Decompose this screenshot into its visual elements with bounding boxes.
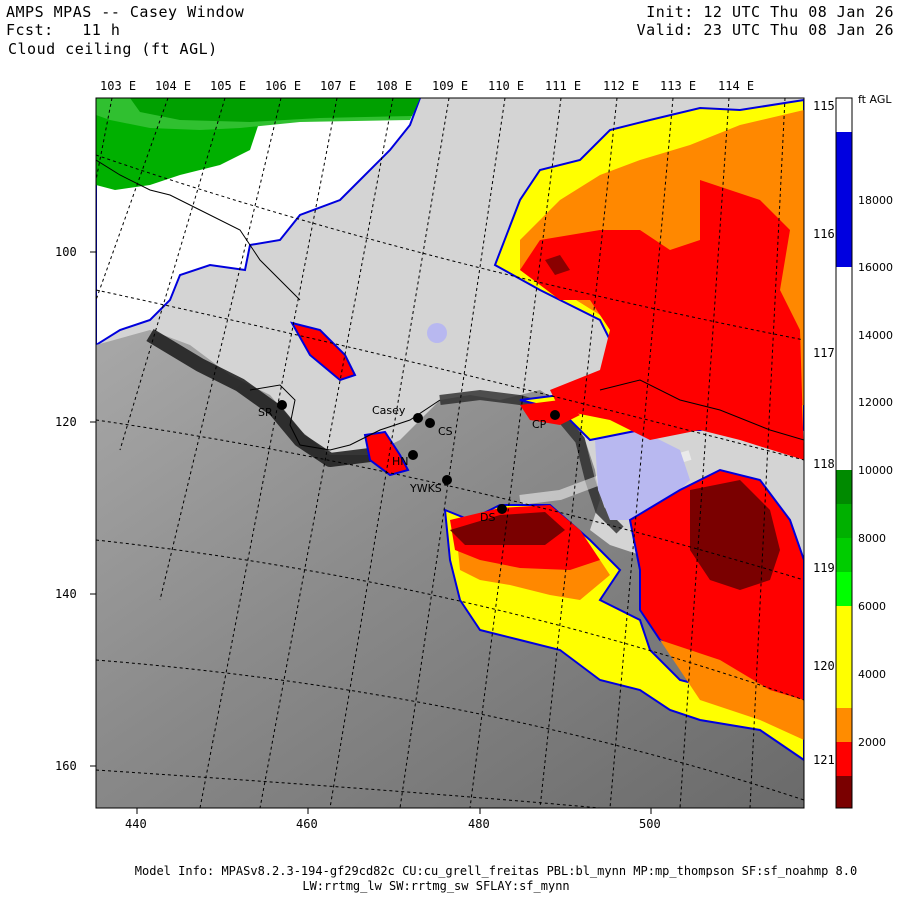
stations: SR Casey CS HN YWKS DS CP (258, 400, 560, 524)
lon-label: 113 E (660, 79, 696, 93)
lon-label: 108 E (376, 79, 412, 93)
y-axis: 100 120 140 160 (55, 245, 96, 773)
station-label: CP (532, 418, 547, 431)
colorbar-label: 16000 (858, 261, 893, 274)
colorbar-label: 18000 (858, 194, 893, 207)
x-tick-label: 440 (125, 817, 147, 831)
lon-label: 103 E (100, 79, 136, 93)
colorbar: ft AGL 18000 16000 14000 12000 10000 800… (835, 93, 893, 809)
red-region-ne (520, 180, 804, 460)
lon-label: 106 E (265, 79, 301, 93)
colorbar-label: 14000 (858, 329, 893, 342)
map-plot-area (96, 98, 804, 808)
y-tick-label: 140 (55, 587, 77, 601)
lon-label: 107 E (320, 79, 356, 93)
station-label: Casey (372, 404, 406, 417)
title: AMPS MPAS -- Casey Window (6, 3, 245, 21)
station-marker (550, 410, 560, 420)
station-label: CS (438, 425, 453, 438)
field-name: Cloud ceiling (ft AGL) (8, 40, 218, 58)
station-label: HN (392, 455, 409, 468)
station-marker (497, 504, 507, 514)
colorbar-unit: ft AGL (858, 93, 892, 106)
lon-label: 110 E (488, 79, 524, 93)
darkred-region-s (450, 512, 565, 545)
colorbar-label: 2000 (858, 736, 886, 749)
lon-label: 112 E (603, 79, 639, 93)
station-label: DS (480, 511, 495, 524)
station-label: SR (258, 406, 273, 419)
station-marker (413, 413, 423, 423)
station-marker (277, 400, 287, 410)
x-tick-label: 480 (468, 817, 490, 831)
orange-region-e (660, 640, 804, 740)
y-tick-label: 100 (55, 245, 77, 259)
colorbar-label: 12000 (858, 396, 893, 409)
lon-label: 104 E (155, 79, 191, 93)
graticule (96, 98, 804, 808)
station-marker (408, 450, 418, 460)
x-tick-label: 460 (296, 817, 318, 831)
lon-label: 114 E (718, 79, 754, 93)
darkred-region-e (690, 480, 780, 590)
station-label: YWKS (409, 482, 442, 495)
lon-label: 109 E (432, 79, 468, 93)
station-marker (425, 418, 435, 428)
station-marker (442, 475, 452, 485)
y-tick-label: 160 (55, 759, 77, 773)
top-lon-labels: 103 E 104 E 105 E 106 E 107 E 108 E 109 … (100, 79, 754, 93)
y-tick-label: 120 (55, 415, 77, 429)
lon-label: 111 E (545, 79, 581, 93)
valid-time: Valid: 23 UTC Thu 08 Jan 26 (636, 21, 894, 39)
colorbar-label: 10000 (858, 464, 893, 477)
forecast-hour: Fcst: 11 h (6, 21, 121, 39)
lon-label: 105 E (210, 79, 246, 93)
x-tick-label: 500 (639, 817, 661, 831)
colorbar-label: 6000 (858, 600, 886, 613)
colorbar-label: 8000 (858, 532, 886, 545)
model-info-line1: Model Info: MPASv8.2.3-194-gf29cd82c CU:… (134, 864, 858, 878)
x-axis: 440 460 480 500 (125, 808, 661, 831)
model-info-line2: LW:rrtmg_lw SW:rrtmg_sw SFLAY:sf_mynn (302, 879, 570, 893)
init-time: Init: 12 UTC Thu 08 Jan 26 (646, 3, 894, 21)
map-frame (95, 97, 805, 809)
colorbar-label: 4000 (858, 668, 886, 681)
sea-region (96, 330, 804, 808)
